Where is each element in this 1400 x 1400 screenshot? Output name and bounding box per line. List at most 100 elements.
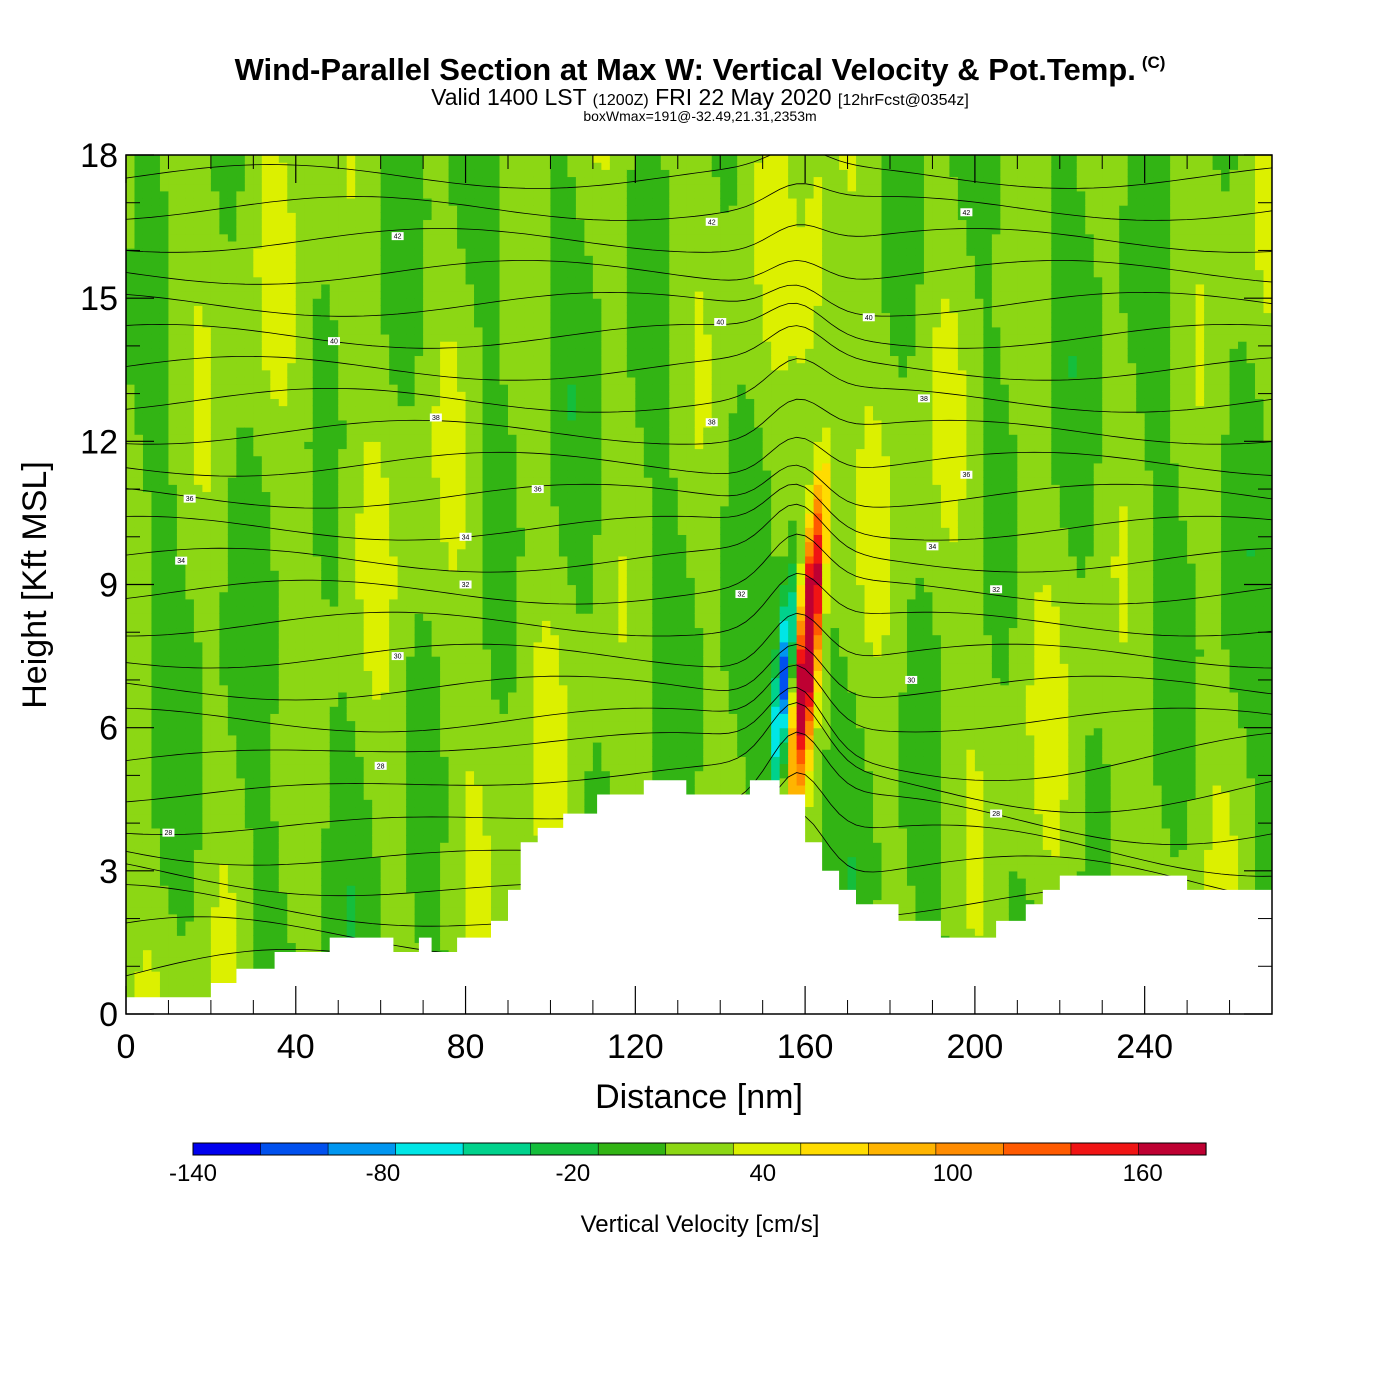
field-cell xyxy=(126,706,136,714)
field-cell xyxy=(134,577,144,586)
field-cell xyxy=(363,792,373,800)
field-cell xyxy=(397,627,407,636)
field-cell xyxy=(185,777,195,786)
field-cell xyxy=(168,312,178,321)
field-cell xyxy=(151,541,161,550)
field-cell xyxy=(270,391,280,399)
field-cell xyxy=(321,197,331,206)
field-cell xyxy=(126,613,136,621)
field-cell xyxy=(219,749,229,757)
field-cell xyxy=(168,741,178,750)
field-cell xyxy=(431,341,441,349)
field-cell xyxy=(440,720,450,729)
field-cell xyxy=(176,462,187,471)
field-cell xyxy=(397,469,407,478)
field-cell xyxy=(185,906,195,915)
field-cell xyxy=(287,319,297,328)
field-cell xyxy=(227,298,237,306)
field-cell xyxy=(168,427,178,435)
field-cell xyxy=(295,226,305,235)
field-cell xyxy=(321,283,331,292)
field-cell xyxy=(474,648,484,657)
field-cell xyxy=(219,899,229,908)
field-cell xyxy=(159,763,170,772)
field-cell xyxy=(193,348,203,357)
field-cell xyxy=(406,498,416,507)
field-cell xyxy=(151,469,161,478)
field-cell xyxy=(159,477,170,485)
field-cell xyxy=(346,777,356,786)
field-cell xyxy=(185,706,195,714)
field-cell xyxy=(389,405,399,414)
field-cell xyxy=(236,326,246,335)
field-cell xyxy=(278,276,288,285)
field-cell xyxy=(312,512,322,521)
field-cell xyxy=(219,391,229,399)
field-cell xyxy=(338,255,348,263)
field-cell xyxy=(219,248,229,256)
field-cell xyxy=(134,598,144,607)
field-cell xyxy=(380,792,390,800)
field-cell xyxy=(151,706,161,714)
field-cell xyxy=(126,963,136,972)
field-cell xyxy=(346,298,356,306)
field-cell xyxy=(321,491,331,500)
field-cell xyxy=(142,441,153,450)
field-cell xyxy=(414,906,424,915)
field-cell xyxy=(261,827,271,836)
field-cell xyxy=(236,670,246,679)
field-cell xyxy=(440,820,450,829)
field-cell xyxy=(312,276,322,285)
field-cell xyxy=(219,605,229,614)
field-cell xyxy=(355,248,365,256)
field-cell xyxy=(193,169,203,178)
field-cell xyxy=(295,792,305,800)
valid-date: FRI 22 May 2020 xyxy=(655,84,832,110)
field-cell xyxy=(287,806,297,815)
field-cell xyxy=(219,963,229,972)
field-cell xyxy=(304,906,314,915)
field-cell xyxy=(380,627,390,636)
field-cell xyxy=(312,197,322,206)
field-cell xyxy=(287,434,297,442)
field-cell xyxy=(168,727,178,736)
field-cell xyxy=(227,212,237,221)
field-cell xyxy=(210,577,220,586)
field-cell xyxy=(202,770,212,779)
field-cell xyxy=(134,441,144,450)
field-cell xyxy=(185,749,195,757)
field-cell xyxy=(448,355,458,364)
field-cell xyxy=(219,570,229,578)
field-cell xyxy=(312,727,322,736)
field-cell xyxy=(176,348,187,357)
field-cell xyxy=(236,906,246,915)
field-cell xyxy=(312,190,322,199)
field-cell xyxy=(176,963,187,972)
field-cell xyxy=(134,677,144,686)
field-cell xyxy=(159,298,170,306)
field-cell xyxy=(202,906,212,915)
field-cell xyxy=(142,563,153,571)
field-cell xyxy=(287,534,297,543)
field-cell xyxy=(355,291,365,299)
field-cell xyxy=(126,455,136,464)
field-cell xyxy=(372,892,382,901)
field-cell xyxy=(380,283,390,292)
field-cell xyxy=(355,656,365,664)
field-cell xyxy=(236,240,246,249)
field-cell xyxy=(159,799,170,808)
field-cell xyxy=(363,219,373,228)
field-cell xyxy=(304,656,314,664)
field-cell xyxy=(151,971,161,979)
field-cell xyxy=(423,663,433,671)
field-cell xyxy=(227,455,237,464)
field-cell xyxy=(372,713,382,722)
field-cell xyxy=(389,563,399,571)
field-cell xyxy=(193,233,203,242)
field-cell xyxy=(431,291,441,299)
field-cell xyxy=(397,591,407,600)
field-cell xyxy=(431,498,441,507)
field-cell xyxy=(134,656,144,664)
field-cell xyxy=(253,505,263,514)
field-cell xyxy=(363,863,373,872)
